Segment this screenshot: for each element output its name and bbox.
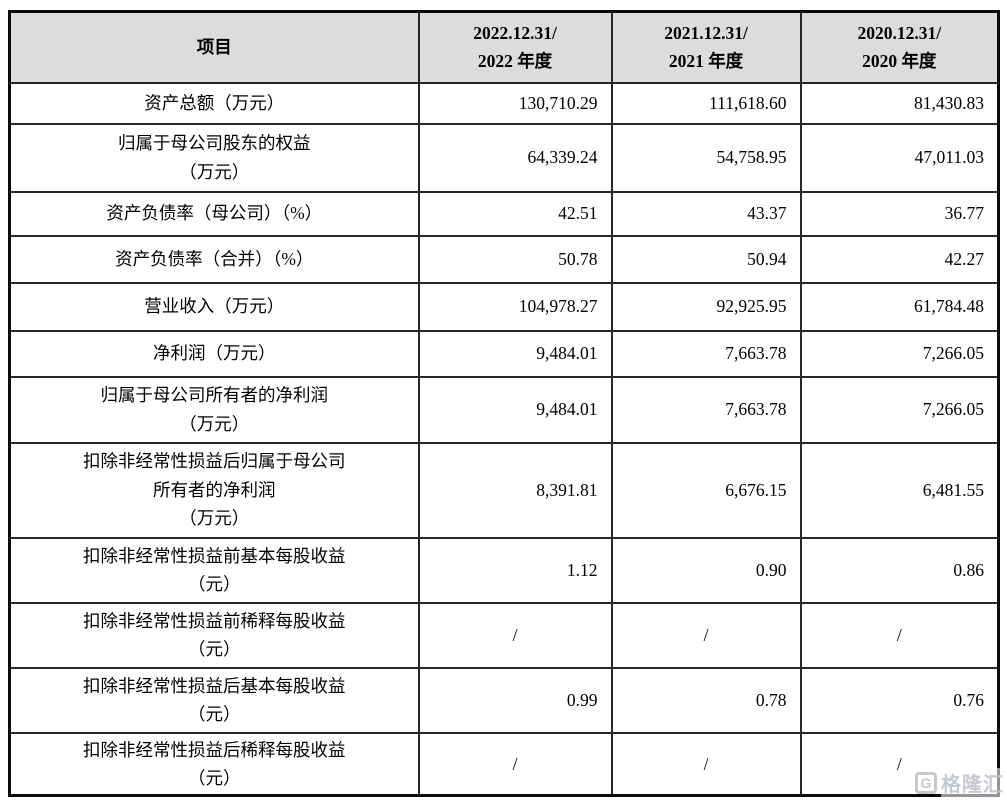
gelonghui-watermark-text: 格隆汇 (941, 768, 1004, 797)
row-label: 营业收入（万元） (8, 281, 420, 332)
period-year: 2022 年度 (477, 51, 553, 72)
table-header-row: 项目 2022.12.31/ 2022 年度 2021.12.31/ 2021 … (8, 10, 1000, 84)
row-label: 归属于母公司股东的权益 （万元） (8, 122, 420, 193)
table-row: 资产负债率（母公司）（%） 42.51 43.37 36.77 (8, 190, 1000, 237)
row-value: 50.78 (417, 234, 613, 284)
row-value: 0.76 (799, 666, 1000, 734)
column-header-period-2022: 2022.12.31/ 2022 年度 (417, 10, 613, 84)
row-value: 7,663.78 (610, 329, 802, 378)
row-value: 0.78 (610, 666, 802, 734)
row-value: / (417, 601, 613, 669)
row-label: 资产总额（万元） (8, 81, 420, 125)
table-row: 扣除非经常性损益后归属于母公司 所有者的净利润 （万元） 8,391.81 6,67… (8, 441, 1000, 539)
row-value: 36.77 (799, 190, 1000, 237)
row-value: 7,266.05 (799, 329, 1000, 378)
table-row: 扣除非经常性损益前基本每股收益 （元） 1.12 0.90 0.86 (8, 536, 1000, 604)
table-row: 扣除非经常性损益后基本每股收益 （元） 0.99 0.78 0.76 (8, 666, 1000, 734)
row-value: 1.12 (417, 536, 613, 604)
table-row: 资产负债率（合并）（%） 50.78 50.94 42.27 (8, 234, 1000, 284)
row-label: 净利润（万元） (8, 329, 420, 378)
row-value: 43.37 (610, 190, 802, 237)
row-value: 0.99 (417, 666, 613, 734)
row-value: 7,663.78 (610, 375, 802, 444)
column-header-period-2021: 2021.12.31/ 2021 年度 (610, 10, 802, 84)
gelonghui-logo-icon: G (915, 771, 937, 794)
row-value: 111,618.60 (610, 81, 802, 125)
table-row: 扣除非经常性损益后稀释每股收益 （元） / / / (8, 731, 1000, 797)
row-value: 130,710.29 (417, 81, 613, 125)
table-row: 营业收入（万元） 104,978.27 92,925.95 61,784.48 (8, 281, 1000, 332)
row-label: 扣除非经常性损益前基本每股收益 （元） (8, 536, 420, 604)
row-value: 42.27 (799, 234, 1000, 284)
row-value: / (610, 601, 802, 669)
row-value: 50.94 (610, 234, 802, 284)
row-value: / (799, 601, 1000, 669)
table-row: 归属于母公司股东的权益 （万元） 64,339.24 54,758.95 47,011… (8, 122, 1000, 193)
period-date: 2021.12.31/ (664, 22, 748, 43)
row-value: 81,430.83 (799, 81, 1000, 125)
period-year: 2020 年度 (862, 51, 937, 72)
row-value: 54,758.95 (610, 122, 802, 193)
column-header-item-label: 项目 (196, 37, 232, 58)
table-row: 资产总额（万元） 130,710.29 111,618.60 81,430.83 (8, 81, 1000, 125)
period-date: 2022.12.31/ (473, 22, 557, 43)
row-value: 104,978.27 (417, 281, 613, 332)
row-value: 9,484.01 (417, 375, 613, 444)
row-value: 7,266.05 (799, 375, 1000, 444)
row-label: 资产负债率（母公司）（%） (8, 190, 420, 237)
row-value: / (417, 731, 613, 797)
table-row: 扣除非经常性损益前稀释每股收益 （元） / / / (8, 601, 1000, 669)
row-label: 归属于母公司所有者的净利润 （万元） (8, 375, 420, 444)
row-value: 8,391.81 (417, 441, 613, 539)
row-value: 61,784.48 (799, 281, 1000, 332)
row-label: 扣除非经常性损益后归属于母公司 所有者的净利润 （万元） (8, 441, 420, 539)
row-value: 0.86 (799, 536, 1000, 604)
gelonghui-watermark: G 格隆汇 (915, 768, 1004, 797)
row-label: 扣除非经常性损益前稀释每股收益 （元） (8, 601, 420, 669)
table-row: 归属于母公司所有者的净利润 （万元） 9,484.01 7,663.78 7,266.… (8, 375, 1000, 444)
row-value: 47,011.03 (799, 122, 1000, 193)
table-row: 净利润（万元） 9,484.01 7,663.78 7,266.05 (8, 329, 1000, 378)
row-value: 0.90 (610, 536, 802, 604)
row-value: / (610, 731, 802, 797)
row-label: 资产负债率（合并）（%） (8, 234, 420, 284)
row-label: 扣除非经常性损益后基本每股收益 （元） (8, 666, 420, 734)
financial-summary-table: 项目 2022.12.31/ 2022 年度 2021.12.31/ 2021 … (8, 10, 1000, 798)
row-value: 92,925.95 (610, 281, 802, 332)
row-label: 扣除非经常性损益后稀释每股收益 （元） (8, 731, 420, 797)
row-value: 6,676.15 (610, 441, 802, 539)
period-year: 2021 年度 (668, 51, 744, 72)
row-value: 64,339.24 (417, 122, 613, 193)
row-value: 42.51 (417, 190, 613, 237)
row-value: 9,484.01 (417, 329, 613, 378)
column-header-period-2020: 2020.12.31/ 2020 年度 (799, 10, 1000, 84)
period-date: 2020.12.31/ (857, 22, 942, 43)
row-value: 6,481.55 (799, 441, 1000, 539)
column-header-item: 项目 (8, 10, 420, 84)
